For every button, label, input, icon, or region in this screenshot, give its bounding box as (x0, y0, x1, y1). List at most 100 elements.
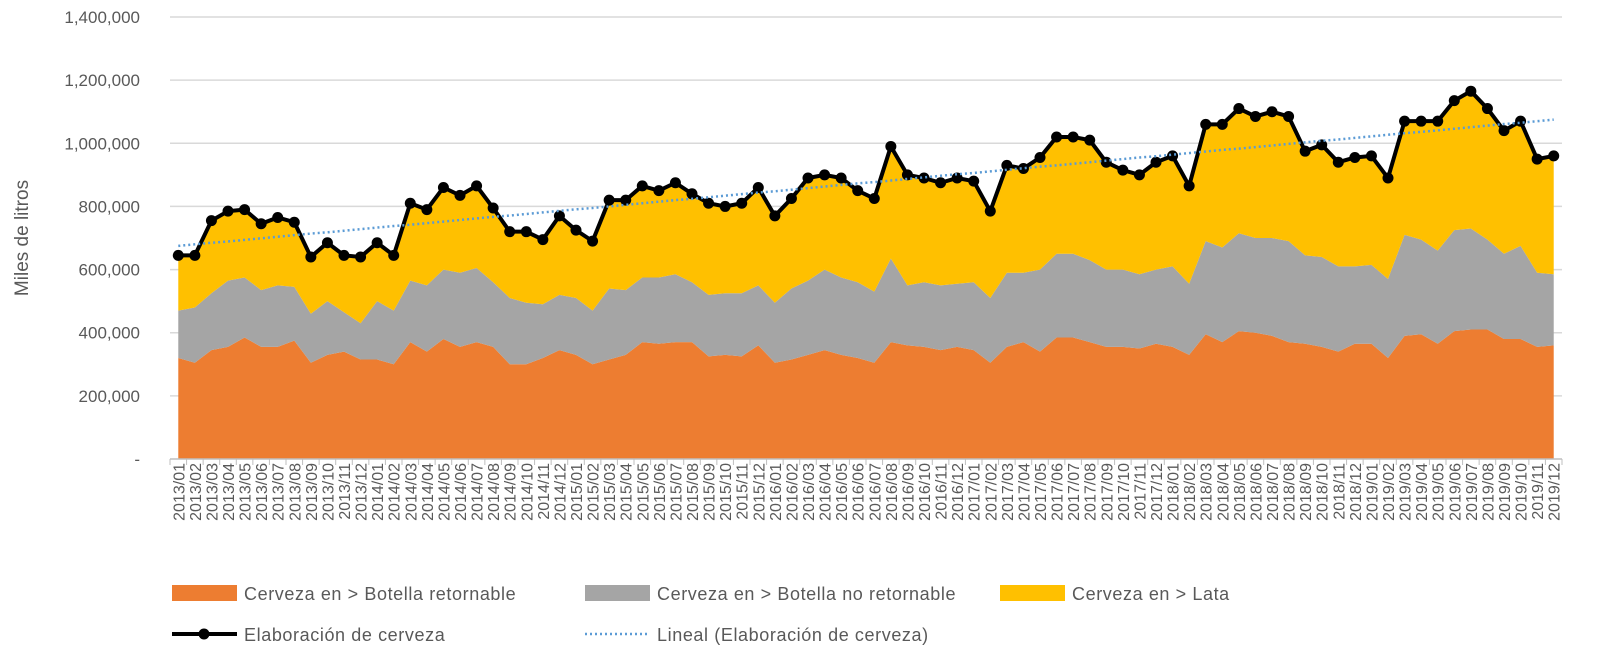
x-tick-label: 2017/09 (1099, 463, 1116, 521)
line-marker (371, 237, 383, 249)
line-marker (686, 188, 698, 200)
line-marker (1117, 164, 1129, 176)
line-marker (1349, 151, 1361, 163)
line-marker (321, 237, 333, 249)
line-marker (454, 189, 466, 201)
x-tick-label: 2016/12 (950, 463, 967, 521)
line-marker (835, 172, 847, 184)
x-tick-label: 2018/12 (1348, 463, 1365, 521)
x-tick-label: 2016/09 (900, 463, 917, 521)
x-tick-label: 2016/08 (884, 463, 901, 521)
x-tick-label: 2017/02 (983, 463, 1000, 521)
x-tick-label: 2014/02 (387, 463, 404, 521)
x-tick-label: 2017/12 (1149, 463, 1166, 521)
x-tick-label: 2018/11 (1331, 463, 1348, 520)
line-marker (885, 140, 897, 152)
x-tick-label: 2016/02 (784, 463, 801, 521)
x-tick-label: 2015/10 (718, 463, 735, 521)
line-marker (653, 185, 665, 197)
line-marker (189, 249, 201, 261)
line-marker (1017, 163, 1029, 175)
line-marker (935, 177, 947, 189)
line-marker (1283, 110, 1295, 122)
x-tick-label: 2015/05 (635, 463, 652, 521)
x-tick-label: 2017/11 (1132, 463, 1149, 520)
x-tick-label: 2019/02 (1381, 463, 1398, 521)
x-tick-label: 2018/09 (1298, 463, 1315, 521)
line-marker (1432, 115, 1444, 127)
x-tick-label: 2014/08 (486, 463, 503, 521)
line-marker (471, 180, 483, 192)
y-tick-label: 800,000 (79, 197, 140, 216)
line-marker (1365, 150, 1377, 162)
line-marker (255, 218, 267, 230)
line-marker (918, 172, 930, 184)
x-tick-label: 2014/12 (552, 463, 569, 521)
x-tick-label: 2018/05 (1232, 463, 1249, 521)
line-marker (272, 211, 284, 223)
x-tick-label: 2014/11 (536, 463, 553, 520)
line-marker (504, 226, 516, 238)
x-tick-label: 2015/03 (602, 463, 619, 521)
x-tick-label: 2019/03 (1398, 463, 1415, 521)
x-tick-label: 2019/05 (1431, 463, 1448, 521)
line-marker (852, 185, 864, 197)
line-marker (404, 197, 416, 209)
legend-label: Cerveza en > Lata (1072, 584, 1230, 604)
line-marker (421, 204, 433, 216)
line-marker (1167, 150, 1179, 162)
x-tick-label: 2016/06 (851, 463, 868, 521)
x-tick-label: 2019/01 (1364, 463, 1381, 521)
x-tick-label: 2018/04 (1215, 463, 1232, 521)
x-tick-label: 2018/01 (1166, 463, 1183, 521)
line-marker (205, 215, 217, 227)
line-marker (1233, 103, 1245, 115)
line-marker (1133, 169, 1145, 181)
line-marker (1249, 110, 1261, 122)
line-marker (1001, 159, 1013, 171)
x-tick-label: 2017/07 (1066, 463, 1083, 521)
x-tick-label: 2016/05 (834, 463, 851, 521)
line-marker (620, 194, 632, 206)
x-tick-label: 2018/08 (1282, 463, 1299, 521)
x-tick-label: 2014/10 (519, 463, 536, 521)
legend-marker (198, 628, 210, 640)
y-tick-label: 600,000 (79, 261, 140, 280)
x-tick-label: 2019/09 (1497, 463, 1514, 521)
line-marker (587, 235, 599, 247)
x-tick-label: 2014/01 (370, 463, 387, 521)
x-tick-label: 2015/11 (735, 463, 752, 520)
line-marker (968, 175, 980, 187)
x-tick-label: 2019/10 (1514, 463, 1531, 521)
x-tick-label: 2017/01 (967, 463, 984, 521)
x-tick-label: 2019/04 (1414, 463, 1431, 521)
line-marker (719, 200, 731, 212)
line-marker (1034, 151, 1046, 163)
y-tick-label: 1,200,000 (64, 71, 140, 90)
x-tick-label: 2017/03 (1000, 463, 1017, 521)
legend-label: Cerveza en > Botella retornable (244, 584, 516, 604)
line-marker (1498, 125, 1510, 137)
x-tick-label: 2017/08 (1083, 463, 1100, 521)
x-tick-label: 2013/10 (320, 463, 337, 521)
line-marker (819, 169, 831, 181)
legend-label: Cerveza en > Botella no retornable (657, 584, 956, 604)
legend-label: Elaboración de cerveza (244, 625, 446, 645)
x-tick-label: 2018/07 (1265, 463, 1282, 521)
line-marker (1448, 95, 1460, 107)
y-tick-label: 400,000 (79, 324, 140, 343)
x-tick-label: 2019/08 (1480, 463, 1497, 521)
x-tick-label: 2013/08 (287, 463, 304, 521)
x-tick-label: 2013/07 (271, 463, 288, 521)
x-tick-label: 2016/07 (867, 463, 884, 521)
line-marker (1051, 131, 1063, 143)
line-marker (1266, 106, 1278, 118)
line-marker (338, 249, 350, 261)
x-tick-label: 2016/11 (934, 463, 951, 520)
x-tick-label: 2017/04 (1016, 463, 1033, 521)
x-tick-label: 2013/09 (304, 463, 321, 521)
line-marker (736, 197, 748, 209)
x-tick-label: 2013/01 (171, 463, 188, 521)
x-tick-label: 2014/06 (453, 463, 470, 521)
x-tick-label: 2017/05 (1033, 463, 1050, 521)
